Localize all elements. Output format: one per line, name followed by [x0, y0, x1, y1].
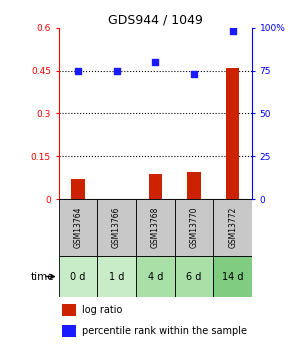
- Bar: [187, 172, 201, 199]
- Text: 4 d: 4 d: [148, 272, 163, 282]
- Bar: [97, 256, 136, 297]
- Bar: [62, 325, 76, 337]
- Point: [153, 59, 158, 65]
- Point: [76, 68, 80, 73]
- Title: GDS944 / 1049: GDS944 / 1049: [108, 13, 203, 27]
- Bar: [175, 256, 213, 297]
- Text: 0 d: 0 d: [70, 272, 86, 282]
- Bar: [59, 256, 97, 297]
- Bar: [213, 199, 252, 256]
- Point: [192, 71, 196, 77]
- Point: [230, 28, 235, 34]
- Bar: [136, 256, 175, 297]
- Bar: [149, 174, 162, 199]
- Bar: [59, 199, 97, 256]
- Text: 1 d: 1 d: [109, 272, 124, 282]
- Text: GSM13770: GSM13770: [190, 207, 198, 248]
- Text: GSM13768: GSM13768: [151, 207, 160, 248]
- Bar: [226, 68, 239, 199]
- Bar: [62, 304, 76, 316]
- Text: 14 d: 14 d: [222, 272, 243, 282]
- Bar: [136, 199, 175, 256]
- Text: GSM13764: GSM13764: [74, 207, 82, 248]
- Bar: [213, 256, 252, 297]
- Text: GSM13766: GSM13766: [112, 207, 121, 248]
- Point: [114, 68, 119, 73]
- Bar: [71, 179, 85, 199]
- Text: 6 d: 6 d: [186, 272, 202, 282]
- Text: GSM13772: GSM13772: [228, 207, 237, 248]
- Text: log ratio: log ratio: [82, 305, 122, 315]
- Bar: [175, 199, 213, 256]
- Bar: [97, 199, 136, 256]
- Text: percentile rank within the sample: percentile rank within the sample: [82, 326, 247, 336]
- Text: time: time: [30, 272, 54, 282]
